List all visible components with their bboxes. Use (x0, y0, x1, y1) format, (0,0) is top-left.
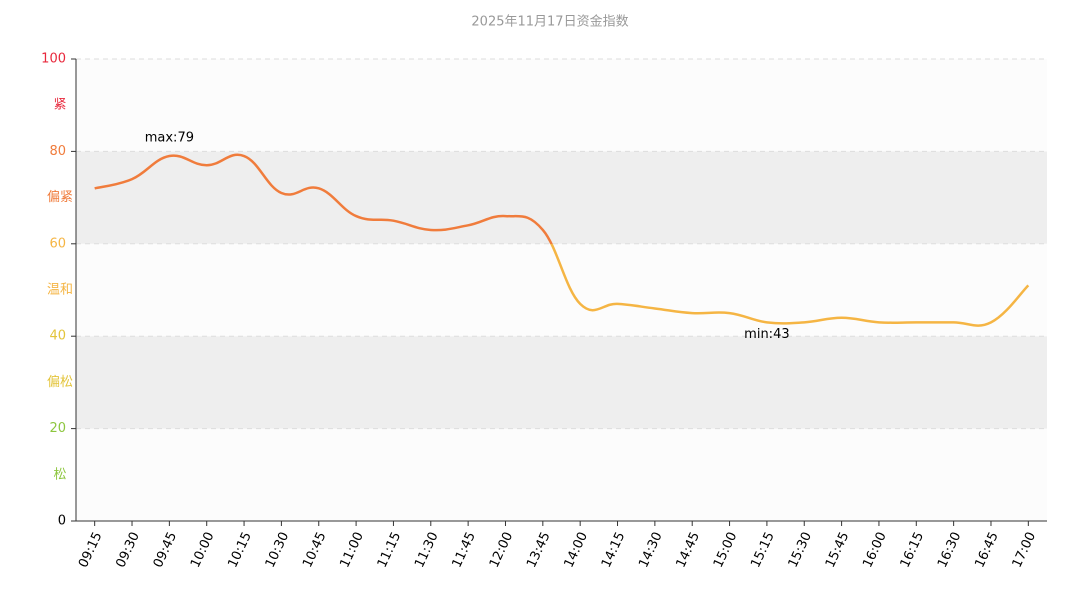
y-tick-label: 60 (49, 236, 66, 251)
band (76, 243, 1047, 337)
x-tick-label: 12:00 (487, 530, 516, 570)
x-tick-label: 10:00 (188, 530, 217, 570)
x-tick-label: 09:15 (76, 530, 105, 570)
x-tick-label: 14:00 (562, 530, 591, 570)
x-tick-label: 16:15 (898, 530, 927, 570)
y-tick-label: 80 (49, 144, 66, 159)
x-tick-label: 10:15 (225, 530, 254, 570)
x-tick-label: 10:30 (263, 530, 292, 570)
x-tick-label: 10:45 (300, 530, 329, 570)
band-label: 偏紧 (47, 190, 73, 205)
x-tick-label: 15:30 (786, 530, 815, 570)
x-tick-label: 14:45 (674, 530, 703, 570)
x-tick-label: 15:15 (748, 530, 777, 570)
x-tick-label: 09:30 (113, 530, 142, 570)
y-tick-label: 100 (41, 52, 66, 67)
x-tick-label: 11:45 (450, 530, 479, 570)
x-tick-label: 11:15 (375, 530, 404, 570)
band-label: 温和 (47, 283, 73, 298)
x-tick-label: 15:00 (711, 530, 740, 570)
x-tick-label: 16:30 (935, 530, 964, 570)
band (76, 336, 1047, 429)
x-tick-label: 13:45 (524, 530, 553, 570)
band (76, 151, 1047, 244)
band-label: 偏松 (47, 375, 73, 390)
band (76, 428, 1047, 521)
band-label: 松 (53, 467, 66, 482)
max-label: max:79 (145, 131, 194, 146)
x-tick-label: 16:00 (860, 530, 889, 570)
y-tick-label: 0 (58, 514, 66, 529)
x-tick-label: 16:45 (972, 530, 1001, 570)
chart-title: 2025年11月17日资金指数 (471, 14, 628, 30)
line (94, 153, 1030, 327)
x-tick-label: 11:30 (412, 530, 441, 570)
x-tick-label: 09:45 (151, 530, 180, 570)
x-tick-label: 11:00 (337, 530, 366, 570)
x-tick-label: 14:30 (636, 530, 665, 570)
x-tick-label: 17:00 (1010, 530, 1039, 570)
band (76, 59, 1047, 152)
x-tick-label: 15:45 (823, 530, 852, 570)
min-label: min:43 (744, 327, 789, 342)
x-tick-label: 14:15 (599, 530, 628, 570)
band-label: 紧 (53, 98, 66, 113)
y-tick-label: 20 (49, 421, 66, 436)
y-tick-label: 40 (49, 329, 66, 344)
